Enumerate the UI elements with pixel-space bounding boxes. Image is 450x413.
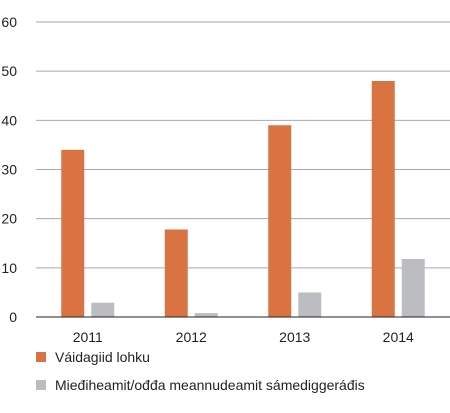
x-tick-label-2013: 2013: [279, 329, 310, 345]
bar-series0-2012: [164, 229, 188, 317]
bars: [61, 81, 425, 317]
y-tick-label-50: 50: [1, 63, 17, 79]
y-tick-label-20: 20: [1, 211, 17, 227]
x-tick-label-2011: 2011: [73, 329, 103, 345]
bar-series0-2013: [268, 125, 292, 317]
bar-series1-2012: [194, 313, 218, 317]
y-tick-label-30: 30: [1, 162, 17, 178]
bar-series0-2014: [371, 81, 395, 317]
x-tick-label-2014: 2014: [383, 329, 414, 345]
bar-series1-2013: [298, 292, 322, 317]
y-tick-label-10: 10: [1, 260, 17, 276]
legend-item-1: Mieđiheamit/ođđa meannudeamit sámedigger…: [36, 377, 365, 393]
y-tick-label-60: 60: [1, 14, 17, 30]
legend: Váidagiid lohku Mieđiheamit/ođđa meannud…: [36, 349, 365, 393]
y-tick-label-40: 40: [1, 112, 17, 128]
legend-swatch-1: [36, 380, 46, 390]
y-tick-label-0: 0: [9, 309, 17, 325]
legend-label-1: Mieđiheamit/ođđa meannudeamit sámedigger…: [55, 377, 365, 393]
legend-swatch-0: [36, 352, 46, 362]
y-axis-tick-labels: 0 10 20 30 40 50 60: [1, 14, 17, 325]
legend-item-0: Váidagiid lohku: [36, 349, 150, 365]
bar-series1-2011: [91, 302, 115, 317]
legend-label-0: Váidagiid lohku: [55, 349, 150, 365]
x-tick-label-2012: 2012: [176, 329, 207, 345]
bar-series0-2011: [61, 149, 85, 317]
bar-series1-2014: [401, 258, 425, 317]
x-axis-tick-labels: 2011 2012 2013 2014: [73, 329, 414, 345]
